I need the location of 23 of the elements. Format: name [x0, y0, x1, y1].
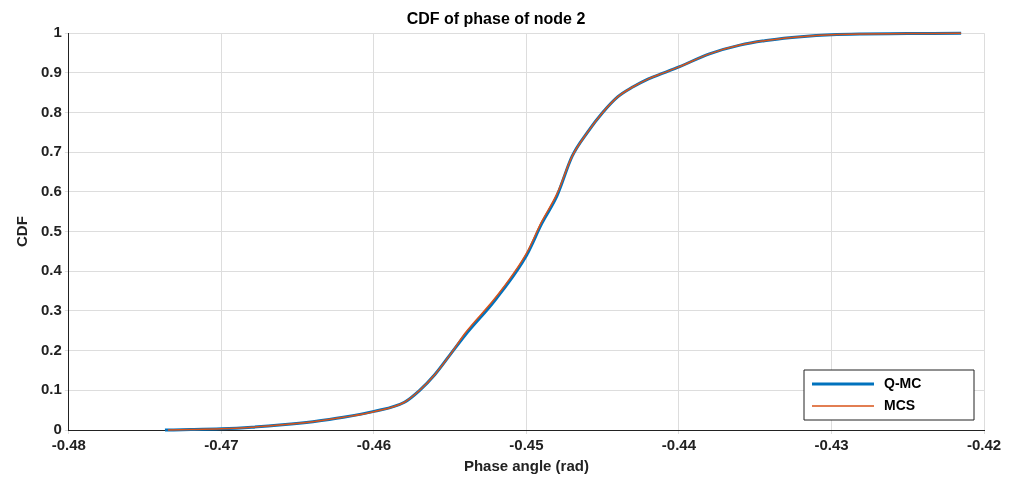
- x-tick-label: -0.43: [814, 436, 849, 454]
- x-axis-title: Phase angle (rad): [463, 457, 589, 475]
- y-tick-label: 0.8: [40, 102, 62, 120]
- y-tick-label: 0.3: [40, 301, 62, 319]
- legend-label: Q-MC: [884, 374, 922, 391]
- y-tick-label: 0: [53, 420, 62, 438]
- y-tick-label: 0.1: [40, 380, 62, 398]
- y-axis-title: CDF: [13, 216, 31, 248]
- x-tick-label: -0.45: [509, 436, 544, 454]
- x-tick-label: -0.46: [356, 436, 391, 454]
- y-tick-label: 1: [53, 23, 62, 41]
- x-tick-label: -0.48: [51, 436, 86, 454]
- legend-label: MCS: [884, 396, 916, 413]
- y-tick-label: 0.2: [40, 340, 62, 358]
- y-tick-label: 0.7: [40, 142, 62, 160]
- x-tick-label: -0.47: [204, 436, 239, 454]
- y-tick-label: 0.9: [40, 63, 62, 81]
- x-tick-label: -0.44: [661, 436, 697, 454]
- y-tick-label: 0.4: [40, 261, 63, 279]
- x-tick-label: -0.42: [966, 436, 1002, 454]
- y-tick-label: 0.5: [40, 221, 62, 239]
- y-tick-label: 0.6: [40, 182, 62, 200]
- chart-title: CDF of phase of node 2: [406, 10, 586, 28]
